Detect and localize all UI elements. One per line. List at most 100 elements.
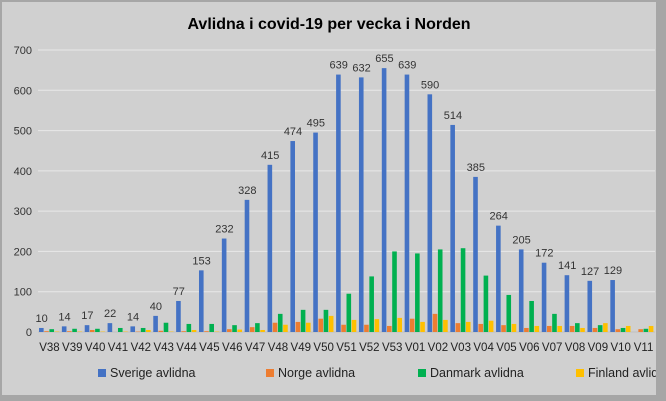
data-label: 514	[444, 110, 462, 122]
bar-norge	[272, 322, 278, 332]
bar-sverige	[336, 74, 341, 333]
data-label: 632	[352, 62, 370, 74]
bar-danmark	[346, 293, 352, 332]
bar-sverige	[39, 327, 44, 332]
bar-norge	[638, 329, 643, 332]
x-tick-label: V08	[565, 342, 585, 354]
y-tick-label: 200	[14, 246, 32, 258]
bar-danmark	[529, 300, 534, 332]
bar-norge	[227, 329, 232, 332]
bar-finland	[283, 324, 288, 332]
data-label: 328	[238, 185, 256, 197]
data-label: 14	[58, 311, 70, 323]
bar-sverige	[518, 249, 524, 332]
data-label: 639	[330, 60, 348, 72]
x-tick-label: V01	[405, 342, 425, 354]
bar-sverige	[404, 74, 410, 333]
bar-norge	[204, 331, 209, 332]
bar-finland	[191, 329, 197, 332]
x-tick-label: V40	[85, 342, 105, 354]
x-tick-label: V44	[176, 342, 197, 354]
x-tick-label: V47	[245, 342, 265, 354]
bar-sverige	[564, 275, 570, 332]
bar-danmark	[49, 329, 55, 332]
bar-finland	[146, 329, 151, 332]
y-tick-label: 700	[14, 45, 32, 57]
bar-sverige	[313, 132, 318, 332]
bar-norge	[181, 331, 186, 332]
legend-swatch	[266, 369, 274, 377]
x-tick-label: V41	[108, 342, 128, 354]
bar-norge	[295, 321, 301, 332]
legend-label: Sverige avlidna	[110, 366, 196, 380]
bar-sverige	[84, 325, 90, 332]
y-tick-label: 500	[14, 126, 32, 138]
bar-norge	[249, 327, 255, 332]
bar-danmark	[392, 251, 397, 332]
bar-norge	[615, 329, 621, 332]
data-label: 153	[192, 255, 210, 267]
bar-danmark	[369, 276, 374, 332]
x-tick-label: V39	[62, 342, 82, 354]
y-tick-label: 600	[14, 85, 32, 97]
x-tick-label: V49	[291, 342, 311, 354]
bar-finland	[237, 329, 243, 332]
bar-finland	[488, 320, 494, 332]
bar-finland	[420, 321, 425, 332]
bar-danmark	[552, 313, 557, 332]
bar-norge	[364, 324, 369, 332]
legend-swatch	[98, 369, 106, 377]
bar-danmark	[506, 294, 512, 332]
x-tick-label: V03	[451, 342, 471, 354]
x-tick-label: V50	[313, 342, 333, 354]
bar-finland	[534, 325, 540, 332]
x-tick-label: V53	[382, 342, 402, 354]
bar-norge	[592, 327, 598, 332]
bar-norge	[478, 323, 484, 332]
y-tick-label: 0	[26, 327, 32, 339]
data-label: 10	[36, 313, 48, 325]
x-tick-label: V52	[359, 342, 379, 354]
bar-danmark	[277, 313, 283, 332]
legend-swatch	[418, 369, 426, 377]
bar-finland	[328, 315, 334, 332]
bar-norge	[409, 318, 415, 332]
x-tick-label: V04	[473, 342, 494, 354]
bar-danmark	[415, 253, 420, 332]
bar-finland	[625, 325, 631, 332]
bar-sverige	[176, 300, 181, 332]
bar-sverige	[450, 124, 455, 332]
data-label: 232	[215, 224, 233, 236]
legend-label: Danmark avlidna	[430, 366, 524, 380]
bar-danmark	[483, 275, 489, 332]
x-tick-label: V48	[268, 342, 288, 354]
data-label: 22	[104, 308, 116, 320]
data-label: 495	[307, 118, 325, 130]
bar-finland	[397, 317, 403, 332]
data-label: 655	[375, 53, 393, 65]
bar-sverige	[244, 199, 250, 332]
legend-swatch	[576, 369, 584, 377]
bar-norge	[432, 313, 438, 332]
bar-sverige	[153, 315, 158, 332]
y-tick-label: 100	[14, 287, 32, 299]
bar-danmark	[117, 327, 123, 332]
data-label: 17	[81, 310, 93, 322]
x-tick-label: V43	[153, 342, 173, 354]
bar-sverige	[427, 94, 433, 332]
bar-danmark	[460, 248, 466, 332]
y-tick-label: 400	[14, 166, 32, 178]
bar-danmark	[643, 328, 649, 332]
data-label: 77	[173, 286, 185, 298]
data-label: 172	[535, 248, 553, 260]
bar-norge	[44, 331, 49, 332]
bar-norge	[89, 329, 95, 332]
bar-danmark	[597, 325, 603, 332]
bar-finland	[648, 325, 654, 332]
bar-danmark	[186, 323, 192, 332]
bar-finland	[351, 319, 357, 332]
bar-sverige	[381, 68, 387, 332]
bar-danmark	[300, 309, 306, 332]
bar-danmark	[575, 323, 580, 332]
bar-danmark	[323, 309, 329, 332]
